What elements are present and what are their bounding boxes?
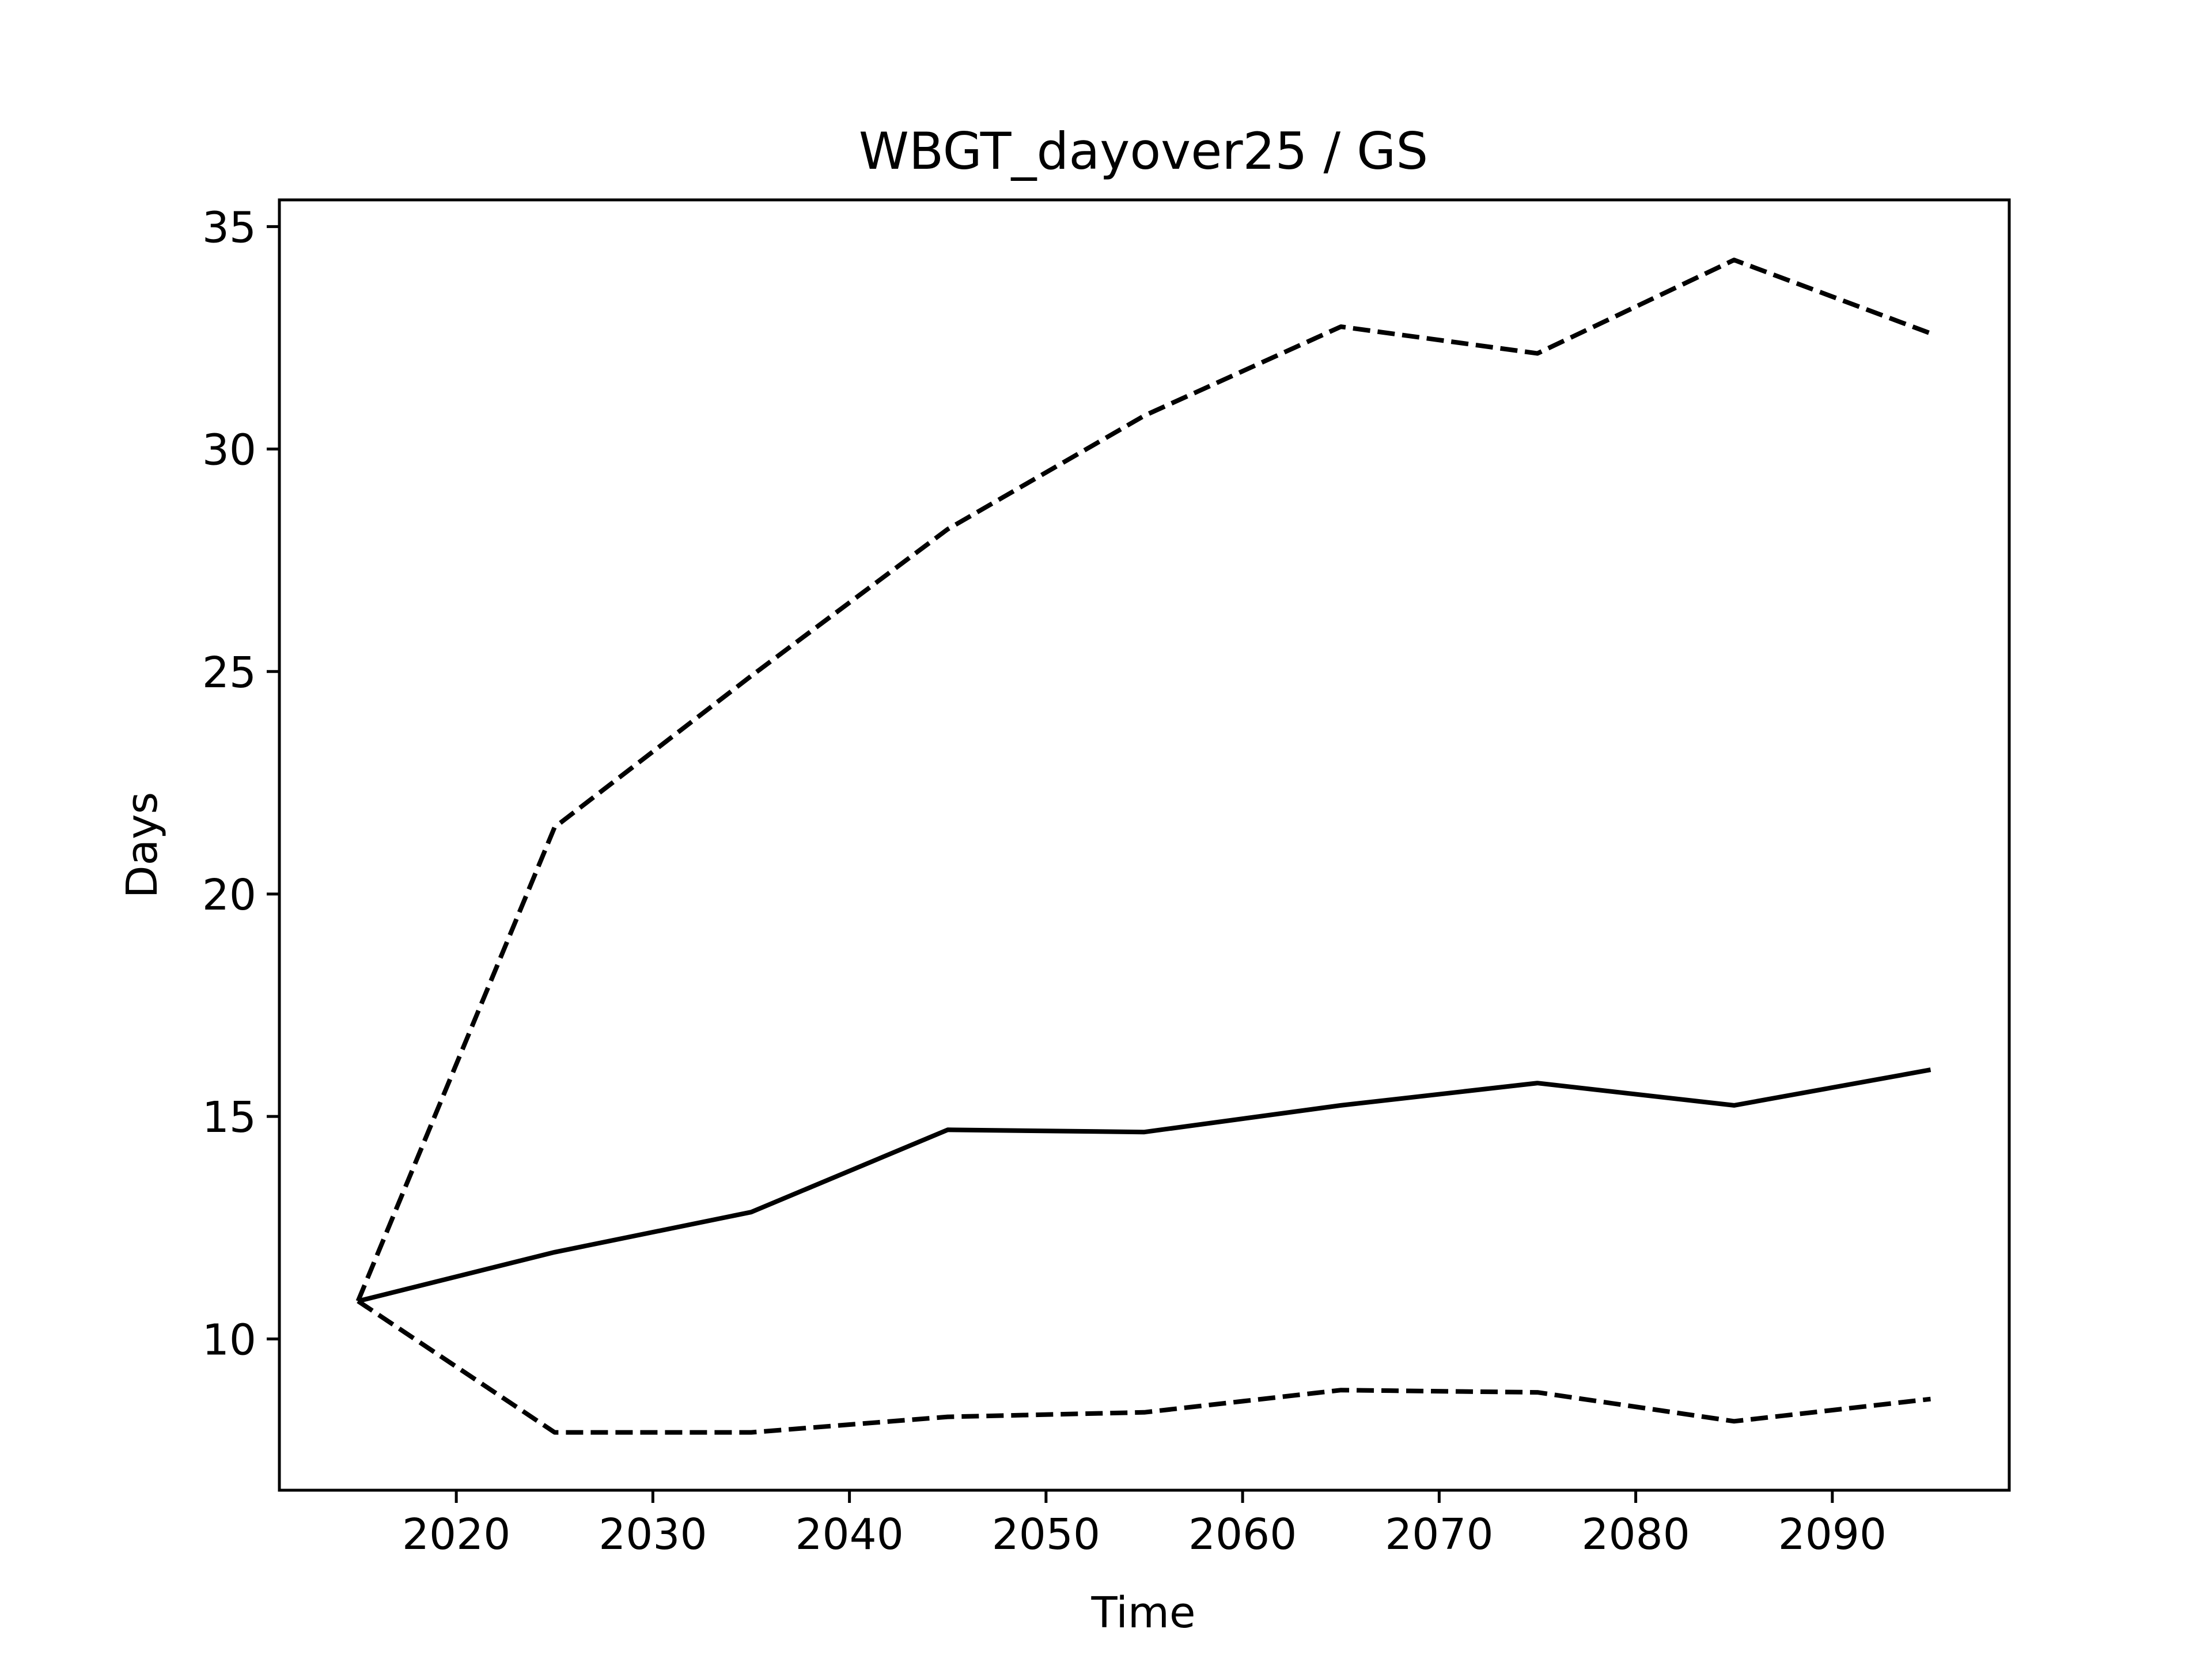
x-tick-label: 2030 (599, 1510, 707, 1559)
series-layer (355, 257, 1931, 1435)
y-tick-label: 35 (202, 203, 256, 252)
plot-area (278, 198, 2011, 1492)
y-axis-label: Days (118, 792, 167, 899)
x-tick-label: 2060 (1188, 1510, 1297, 1559)
y-axis: 10 15 20 25 30 35 (202, 203, 279, 1365)
lower-bound-line (357, 1299, 1931, 1435)
x-tick-label: 2050 (992, 1510, 1100, 1559)
x-axis: 2020 2030 2040 2050 2060 2070 2080 2090 (402, 1490, 1887, 1559)
median-line (357, 1067, 1931, 1304)
y-tick-label: 20 (202, 870, 256, 920)
x-tick-label: 2080 (1581, 1510, 1690, 1559)
x-axis-label: Time (1090, 1588, 1195, 1638)
y-tick-label: 30 (202, 426, 256, 475)
x-tick-label: 2020 (402, 1510, 510, 1559)
chart-title: WBGT_dayover25 / GS (859, 122, 1428, 181)
x-tick-label: 2040 (795, 1510, 903, 1559)
y-tick-label: 10 (202, 1315, 256, 1365)
x-tick-label: 2070 (1385, 1510, 1493, 1559)
upper-bound-line (355, 257, 1931, 1302)
y-tick-label: 25 (202, 648, 256, 698)
y-tick-label: 15 (202, 1093, 256, 1142)
x-tick-label: 2090 (1778, 1510, 1887, 1559)
